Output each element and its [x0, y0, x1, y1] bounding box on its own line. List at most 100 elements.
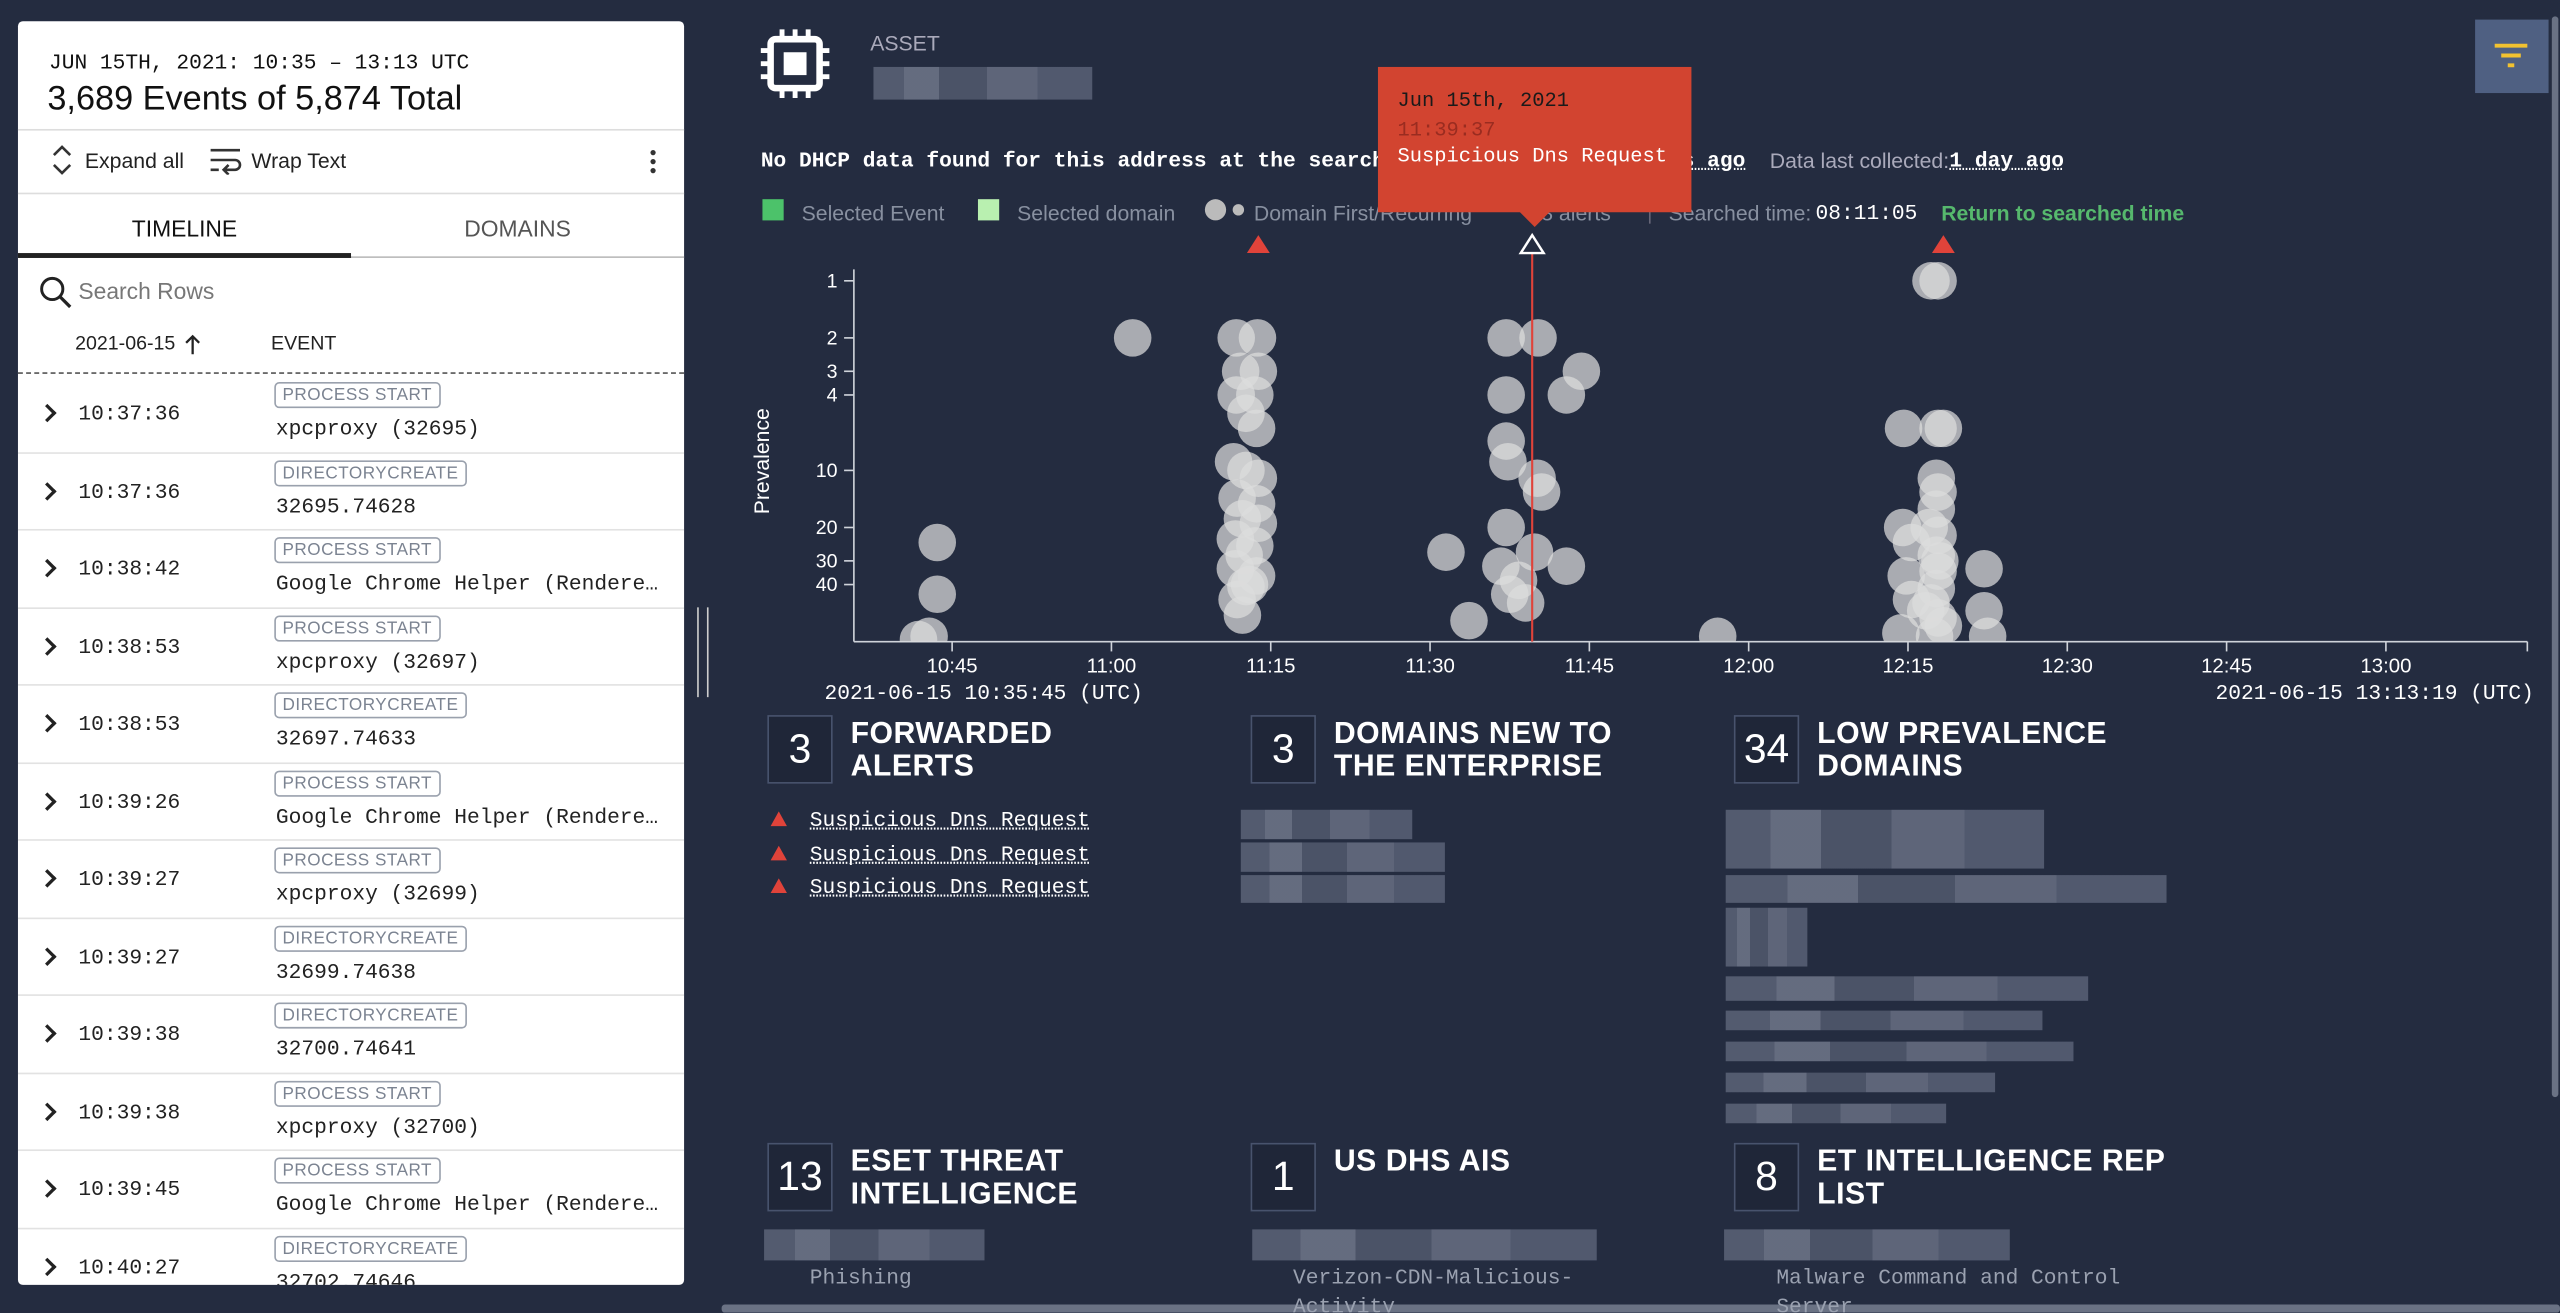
point [1968, 617, 2007, 642]
x-tick-label: 12:30 [2042, 656, 2093, 678]
alert-link[interactable]: Suspicious Dns Request [809, 841, 1091, 867]
redacted [1240, 842, 1445, 872]
search-icon [40, 276, 72, 309]
y-tick-label: 1 [827, 270, 838, 292]
row-event: Google Chrome Helper (Rendere… [275, 571, 659, 596]
redacted [1725, 907, 1808, 967]
domains-tab[interactable]: DOMAINS [464, 215, 571, 242]
row-time: 10:38:42 [78, 556, 181, 582]
wrap-text-button[interactable]: Wrap Text [251, 148, 347, 174]
row-time: 10:37:36 [78, 401, 181, 427]
x-tick-label: 10:45 [927, 656, 978, 678]
searched-label: Searched time: [1668, 200, 1812, 226]
x-tick-label: 12:45 [2201, 656, 2252, 678]
point [1238, 319, 1277, 357]
expand-all-button[interactable]: Expand all [84, 148, 185, 174]
point [899, 620, 938, 642]
point [1562, 352, 1601, 391]
card-count: 3 [767, 715, 833, 784]
legend-swatch [977, 199, 1000, 221]
x-tick-label: 13:00 [2360, 656, 2411, 678]
redacted [873, 66, 1093, 100]
point [1230, 565, 1269, 604]
x-tick-label: 11:30 [1405, 656, 1455, 678]
row-divider [17, 606, 685, 609]
point [1519, 319, 1557, 357]
point [1450, 601, 1488, 640]
row-divider [17, 839, 685, 841]
row-tag: PROCESS START [274, 1157, 441, 1184]
y-tick-label: 20 [816, 517, 838, 539]
card-title: DOMAINS NEW TO THE ENTERPRISE [1333, 715, 1613, 782]
redacted [1252, 1229, 1597, 1261]
card-item: Verizon-CDN-Malicious-Activity [1293, 1265, 1574, 1313]
date-column-header[interactable]: 2021-06-15 [75, 331, 176, 355]
point [1113, 319, 1152, 357]
resize-handle[interactable] [697, 607, 709, 698]
return-link[interactable]: Return to searched time [1941, 200, 2185, 226]
alert-link[interactable]: Suspicious Dns Request [809, 875, 1091, 900]
legend-label: Selected Event [801, 200, 945, 226]
row-tag: PROCESS START [274, 847, 441, 874]
row-time: 10:39:26 [78, 789, 181, 814]
point [1487, 376, 1525, 414]
alert-marker [1518, 232, 1546, 255]
y-tick-label: 40 [816, 574, 838, 596]
row-tag: PROCESS START [274, 614, 441, 641]
legend-label: Selected domain [1017, 200, 1176, 226]
row-event: xpcproxy (32695) [275, 416, 480, 441]
row-time: 10:38:53 [78, 634, 181, 659]
point [1698, 617, 1737, 642]
scrollbar[interactable] [721, 1304, 2560, 1313]
asset-icon [760, 29, 830, 98]
alert-icon [770, 844, 787, 860]
sort-arrow [185, 334, 200, 355]
scrollbar[interactable] [2551, 16, 2559, 1098]
dhcp-last-seen[interactable]: s ago [1681, 148, 1746, 174]
tooltip [1377, 66, 1692, 213]
row-divider [17, 1226, 685, 1229]
row-event: xpcproxy (32700) [275, 1114, 480, 1139]
x-tick-label: 12:15 [1882, 656, 1933, 678]
point [918, 523, 957, 562]
card-title: ET INTELLIGENCE REP LIST [1817, 1142, 2165, 1209]
point [1547, 547, 1586, 585]
point [918, 575, 957, 614]
row-time: 10:39:45 [78, 1177, 181, 1202]
point [1223, 596, 1262, 634]
row-tag: PROCESS START [274, 769, 441, 796]
redacted [1240, 809, 1413, 840]
point [1910, 508, 1948, 547]
alert-link[interactable]: Suspicious Dns Request [809, 808, 1091, 833]
y-axis-label: Prevalence [751, 408, 774, 514]
collected-label: Data last collected: [1769, 148, 1950, 174]
row-time: 10:39:38 [78, 1099, 181, 1125]
point [1237, 409, 1276, 448]
point [1915, 617, 1954, 642]
row-event: 32700.74641 [275, 1036, 417, 1062]
search-input[interactable]: Search Rows [78, 277, 215, 304]
redacted [1725, 809, 2045, 869]
timeline-tab[interactable]: TIMELINE [131, 215, 238, 242]
filter-icon [2494, 43, 2528, 68]
redacted [1725, 1041, 2074, 1062]
redacted [1725, 1103, 1947, 1124]
row-time: 10:39:27 [78, 866, 181, 892]
row-tag: DIRECTORYCREATE [274, 692, 467, 719]
card-count: 3 [1250, 715, 1316, 784]
redacted [764, 1229, 985, 1261]
more-menu[interactable] [648, 149, 658, 175]
asset-label: ASSET [870, 31, 940, 56]
y-tick-label: 30 [816, 550, 838, 572]
row-divider [17, 1071, 685, 1074]
alert-icon [770, 811, 787, 827]
row-divider [17, 916, 685, 919]
x-tick-label: 11:00 [1087, 656, 1137, 678]
alert-icon [770, 878, 787, 894]
alert-marker [1931, 235, 1955, 254]
point [1882, 614, 1920, 642]
row-divider [17, 994, 685, 996]
